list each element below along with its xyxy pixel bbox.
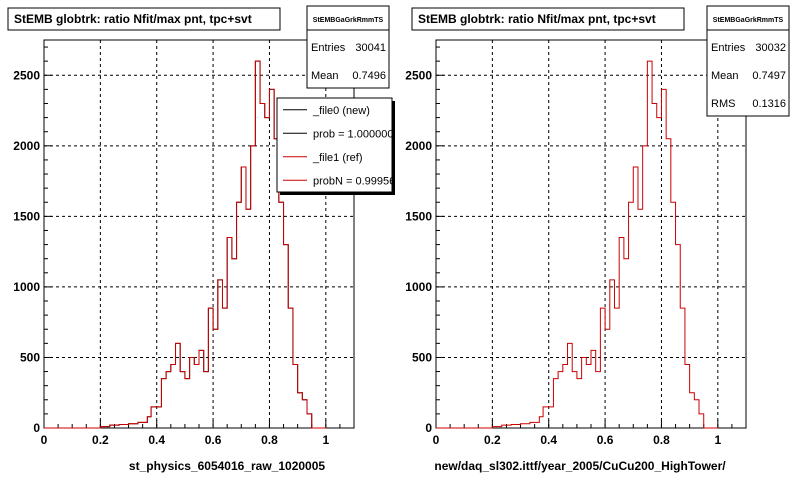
stats-label: Entries xyxy=(311,42,346,54)
x-tick-label: 0 xyxy=(433,433,440,447)
legend-label: _file0 (new) xyxy=(312,105,370,117)
x-tick-label: 0.2 xyxy=(484,433,501,447)
title-box xyxy=(411,7,685,31)
x-tick-label: 1 xyxy=(322,433,329,447)
stats-value: 30041 xyxy=(355,42,386,54)
y-tick-label: 1000 xyxy=(405,280,432,294)
x-tick-label: 0.6 xyxy=(597,433,614,447)
y-tick-label: 500 xyxy=(20,350,40,364)
x-tick-label: 0.6 xyxy=(205,433,222,447)
y-tick-label: 2500 xyxy=(13,68,40,82)
histogram-panel-1: 0 0.2 0.4 0.6 0.8 1 0 500 1000 1500 2000 2500 StEMB … xyxy=(7,5,395,473)
histogram-series-2-line xyxy=(44,60,326,429)
stats-box xyxy=(706,5,790,117)
y-tick-label: 1500 xyxy=(405,209,432,223)
y-tick-label: 1500 xyxy=(13,209,40,223)
y-tick-label: 2500 xyxy=(405,68,432,82)
x-tick-label: 0.8 xyxy=(653,433,670,447)
legend-box xyxy=(276,97,393,193)
histogram-panel-2: 0 0.2 0.4 0.6 0.8 1 0 500 1000 1500 2000 2500 StEMB … xyxy=(405,5,790,473)
stats-name: StEMBGaGrkRmmTS xyxy=(713,17,784,24)
title-box xyxy=(7,7,281,31)
plot-frame xyxy=(435,39,747,429)
stats-label: RMS xyxy=(711,98,735,110)
stats-label: Entries xyxy=(711,42,746,54)
x-tick-label: 0.4 xyxy=(540,433,557,447)
x-tick-label: 0.4 xyxy=(148,433,165,447)
y-tick-label: 2000 xyxy=(13,139,40,153)
stats-label: Mean xyxy=(311,70,339,82)
stats-label: Mean xyxy=(711,70,739,82)
x-tick-label: 0.8 xyxy=(261,433,278,447)
y-tick-label: 500 xyxy=(412,350,432,364)
x-axis-label: st_physics_6054016_raw_1020005 xyxy=(129,459,325,473)
y-tick-label: 0 xyxy=(33,421,40,435)
stats-box xyxy=(306,5,390,89)
stats-value: 0.7496 xyxy=(352,70,386,82)
stats-value: 30032 xyxy=(755,42,786,54)
legend-label: prob = 1.000000 xyxy=(313,128,393,140)
x-axis-label: new/daq_sl302.ittf/year_2005/CuCu200_Hig… xyxy=(434,459,726,473)
y-tick-label: 1000 xyxy=(13,280,40,294)
y-tick-label: 2000 xyxy=(405,139,432,153)
legend-label: _file1 (ref) xyxy=(312,152,363,164)
x-tick-label: 0 xyxy=(41,433,48,447)
y-tick-label: 0 xyxy=(425,421,432,435)
chart-title: StEMB globtrk: ratio Nfit/max pnt, tpc+s… xyxy=(418,12,656,26)
stats-name: StEMBGaGrkRmmTS xyxy=(313,17,384,24)
legend-label: probN = 0.99956 xyxy=(313,175,395,187)
x-tick-label: 1 xyxy=(714,433,721,447)
stats-value: 0.1316 xyxy=(752,98,786,110)
chart-title: StEMB globtrk: ratio Nfit/max pnt, tpc+s… xyxy=(14,12,252,26)
x-tick-label: 0.2 xyxy=(92,433,109,447)
stats-value: 0.7497 xyxy=(752,70,786,82)
histogram-series-1-line xyxy=(436,60,718,429)
